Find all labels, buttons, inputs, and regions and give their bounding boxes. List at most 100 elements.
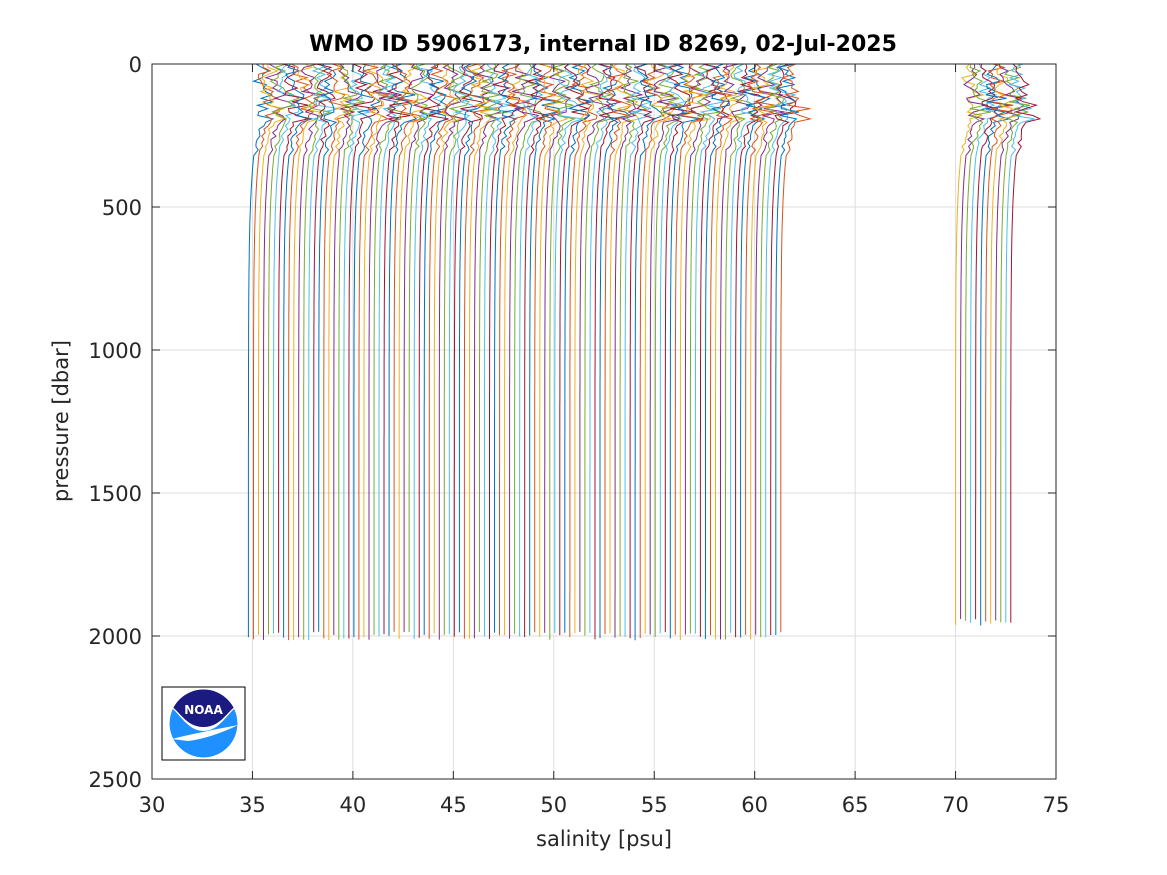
x-tick-label: 50	[540, 793, 567, 817]
ticks: 30 35 40 45 50 55 60 65 70 75 0 500 1000 1500 2000 2500	[89, 53, 1070, 817]
profile-line	[378, 63, 404, 636]
profile-line	[539, 63, 571, 637]
profile-line	[750, 63, 781, 640]
profile-line	[730, 63, 761, 633]
profile-line	[629, 63, 657, 639]
profile-line	[995, 63, 1025, 621]
profile-line	[990, 63, 1023, 624]
profile-line	[684, 63, 717, 635]
profile-line	[1010, 63, 1042, 623]
profile-line	[283, 63, 314, 638]
profile-line	[554, 63, 583, 633]
profile-line	[644, 63, 676, 634]
profile-line	[674, 63, 704, 635]
profile-line	[654, 63, 683, 637]
y-tick-label: 2500	[89, 768, 142, 792]
x-tick-label: 55	[641, 793, 668, 817]
profile-line	[699, 63, 732, 637]
profile-line	[745, 63, 775, 635]
profile-line	[413, 63, 445, 639]
profile-line	[544, 63, 572, 633]
profile-line	[343, 63, 371, 639]
x-tick-label: 35	[239, 793, 266, 817]
profile-line	[398, 63, 431, 639]
profile-line	[529, 63, 561, 636]
profile-line	[694, 63, 725, 634]
profile-line	[599, 63, 632, 638]
profile-line	[268, 63, 300, 635]
profile-line	[574, 63, 602, 634]
profile-line	[960, 63, 989, 619]
x-tick-label: 75	[1043, 793, 1070, 817]
profile-line	[649, 63, 683, 635]
profile-line	[303, 63, 332, 640]
profile-line	[438, 63, 468, 640]
profile-line	[509, 63, 540, 639]
profile-line	[609, 63, 641, 634]
profile-line	[433, 63, 464, 634]
profile-line	[308, 63, 339, 641]
y-tick-label: 500	[102, 196, 142, 220]
profile-line	[1005, 63, 1035, 623]
profile-line	[514, 63, 546, 634]
profile-line	[710, 63, 734, 636]
profile-line	[715, 63, 744, 640]
profile-line	[765, 63, 798, 638]
x-tick-label: 45	[440, 793, 467, 817]
profile-line	[258, 63, 287, 635]
y-axis-label: pressure [dbar]	[49, 340, 73, 502]
profile-line	[689, 63, 721, 634]
profile-line	[579, 63, 611, 632]
profile-line	[594, 63, 622, 640]
x-tick-label: 40	[340, 793, 367, 817]
profile-line	[740, 63, 772, 638]
profile-line	[704, 63, 730, 640]
profile-line	[363, 63, 385, 638]
profile-line	[388, 63, 418, 636]
profile-line	[524, 63, 549, 637]
plot-frame	[151, 63, 1057, 780]
profile-line	[569, 63, 598, 637]
profile-line	[549, 63, 576, 640]
profiles	[247, 63, 1042, 641]
profile-line	[975, 63, 1000, 620]
profile-line	[328, 63, 355, 640]
profile-line	[780, 63, 813, 633]
profile-line	[725, 63, 756, 640]
y-tick-label: 1000	[89, 339, 142, 363]
profile-line	[499, 63, 530, 636]
logo-text: NOAA	[184, 703, 223, 717]
profile-line	[659, 63, 689, 634]
profile-line	[353, 63, 381, 638]
x-tick-label: 70	[942, 793, 969, 817]
profile-line	[428, 63, 457, 639]
y-tick-label: 1500	[89, 482, 142, 506]
profile-line	[775, 63, 800, 635]
profile-line	[333, 63, 364, 635]
logo-sea-gull	[169, 689, 238, 727]
profile-line	[323, 63, 352, 639]
profile-line	[679, 63, 711, 640]
profile-line	[584, 63, 612, 636]
x-tick-label: 65	[842, 793, 869, 817]
profile-line	[955, 63, 986, 625]
y-tick-label: 2000	[89, 625, 142, 649]
logo-white-streak	[172, 725, 238, 741]
noaa-logo: NOAA	[161, 686, 246, 761]
x-tick-label: 30	[139, 793, 166, 817]
profile-line	[368, 63, 400, 640]
profile-line	[1000, 63, 1030, 623]
x-tick-label: 60	[741, 793, 768, 817]
profile-line	[252, 63, 281, 640]
profile-line	[604, 63, 633, 634]
profile-line	[468, 63, 498, 639]
profile-line	[519, 63, 544, 637]
profile-line	[624, 63, 653, 637]
plot-area	[152, 64, 1056, 779]
profile-line	[720, 63, 751, 640]
profile-line	[980, 63, 1010, 626]
profile-line	[408, 63, 435, 632]
profile-line	[463, 63, 493, 639]
chart-title: WMO ID 5906173, internal ID 8269, 02-Jul…	[309, 32, 897, 57]
